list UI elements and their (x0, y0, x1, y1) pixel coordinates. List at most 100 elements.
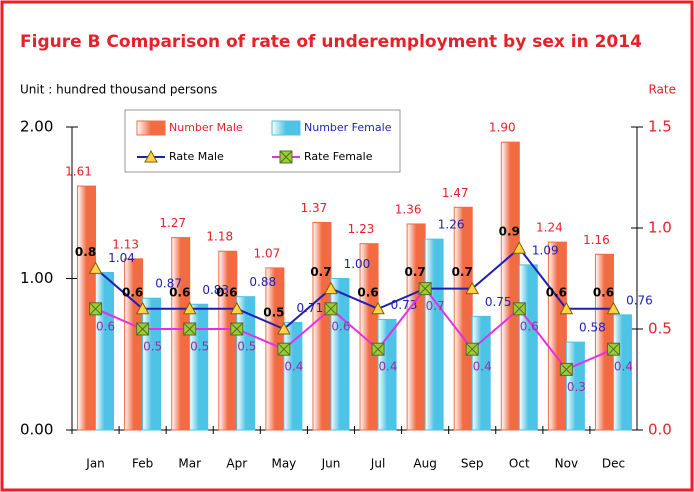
value-label: 1.23 (348, 222, 375, 236)
marker (88, 261, 103, 274)
x-tick-label: Sep (461, 457, 484, 471)
legend-label: Number Male (169, 121, 243, 134)
marker-x (371, 342, 385, 356)
value-label: 0.75 (485, 295, 512, 309)
marker-x (279, 150, 293, 164)
x-tick-label: May (271, 457, 296, 471)
x-tick-label: Jul (370, 457, 385, 471)
bar (218, 250, 238, 431)
bar (453, 206, 473, 431)
value-label: 1.90 (489, 121, 516, 135)
value-label: 1.04 (108, 251, 135, 265)
legend-label: Number Female (304, 121, 392, 134)
value-label: 0.6 (169, 285, 190, 299)
value-label: 0.6 (331, 319, 350, 333)
y-axis-label: Unit : hundred thousand persons (20, 83, 217, 97)
value-label: 0.5 (143, 340, 162, 354)
marker-x (607, 342, 620, 356)
legend-swatch (271, 120, 301, 136)
value-label: 1.16 (583, 233, 610, 247)
value-label: 1.47 (442, 186, 469, 200)
y2-tick-label: 0.0 (648, 421, 672, 439)
bar (142, 297, 162, 431)
value-label: 0.5 (263, 306, 284, 320)
legend-swatch (136, 120, 166, 136)
value-label: 1.09 (532, 243, 559, 257)
value-label: 0.6 (593, 285, 614, 299)
value-label: 0.6 (216, 285, 237, 299)
bar (95, 271, 115, 431)
value-label: 0.87 (155, 277, 182, 291)
x-tick-label: Nov (555, 457, 578, 471)
marker (144, 149, 158, 163)
marker (277, 321, 291, 335)
line (95, 286, 614, 371)
value-label: 0.4 (473, 360, 492, 374)
marker (606, 301, 621, 315)
value-label: 0.6 (122, 285, 143, 299)
marker (559, 301, 574, 315)
marker-x (136, 322, 149, 336)
value-label: 0.6 (520, 319, 539, 333)
bar (594, 253, 614, 431)
marker (371, 301, 385, 315)
marker (229, 301, 244, 315)
y-tick-label: 2.00 (20, 118, 53, 136)
value-label: 0.6 (546, 285, 567, 299)
marker-x (512, 302, 526, 316)
marker (324, 281, 338, 295)
marker-x (89, 302, 102, 316)
marker-x (183, 322, 197, 336)
value-label: 1.24 (536, 221, 563, 235)
value-label: 0.7 (404, 265, 425, 279)
y-tick-label: 0.00 (20, 421, 53, 439)
chart-title: Figure B Comparison of rate of underempl… (20, 32, 642, 52)
value-label: 0.88 (249, 275, 276, 289)
value-label: 0.4 (284, 360, 303, 374)
y-tick-label: 1.00 (20, 269, 53, 287)
x-tick-label: Oct (509, 457, 530, 471)
value-label: 0.6 (357, 285, 378, 299)
bar (283, 321, 303, 431)
bar (406, 223, 426, 431)
marker (135, 301, 150, 315)
legend-label: Rate Female (304, 150, 373, 163)
marker-x (465, 342, 479, 356)
legend (124, 109, 401, 173)
bar (547, 241, 567, 431)
x-tick-label: Mar (178, 457, 201, 471)
value-label: 1.61 (65, 165, 92, 179)
value-label: 1.26 (438, 218, 465, 232)
bar (518, 264, 538, 431)
marker-x (418, 282, 432, 295)
y2-axis-label: Rate (648, 83, 676, 97)
bar (330, 278, 350, 431)
bar (236, 296, 256, 431)
marker (512, 241, 527, 254)
x-tick-label: Jun (321, 457, 341, 471)
bar (424, 238, 444, 431)
x-tick-label: Dec (602, 457, 625, 471)
x-tick-label: Aug (413, 457, 436, 471)
value-label: 1.18 (206, 230, 233, 244)
value-label: 0.8 (75, 245, 96, 259)
marker-x (560, 363, 573, 376)
marker (182, 301, 197, 315)
bar (312, 221, 332, 431)
y2-tick-label: 1.5 (648, 118, 672, 136)
value-label: 1.37 (301, 201, 328, 215)
value-label: 1.27 (159, 216, 186, 230)
marker-x (277, 342, 291, 356)
value-label: 0.5 (190, 340, 209, 354)
marker-x (324, 302, 338, 316)
value-label: 0.3 (567, 380, 586, 394)
value-label: 1.00 (344, 257, 371, 271)
bar (189, 303, 209, 431)
value-label: 0.6 (96, 319, 115, 333)
value-label: 0.5 (237, 340, 256, 354)
value-label: 0.4 (614, 360, 633, 374)
value-label: 0.7 (426, 299, 445, 313)
x-tick-label: Feb (132, 457, 153, 471)
value-label: 1.36 (395, 202, 422, 216)
bar (500, 141, 520, 431)
